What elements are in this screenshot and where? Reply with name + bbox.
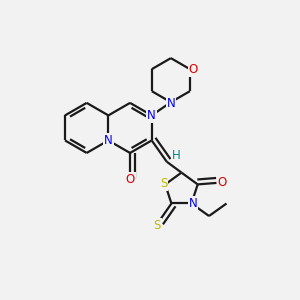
Text: H: H xyxy=(172,149,181,162)
Text: S: S xyxy=(154,218,161,232)
Text: S: S xyxy=(160,177,167,190)
Text: N: N xyxy=(189,197,197,210)
Text: O: O xyxy=(189,63,198,76)
Text: O: O xyxy=(125,173,135,186)
Text: N: N xyxy=(147,109,156,122)
Text: N: N xyxy=(167,97,175,110)
Text: N: N xyxy=(104,134,113,147)
Text: O: O xyxy=(218,176,227,189)
